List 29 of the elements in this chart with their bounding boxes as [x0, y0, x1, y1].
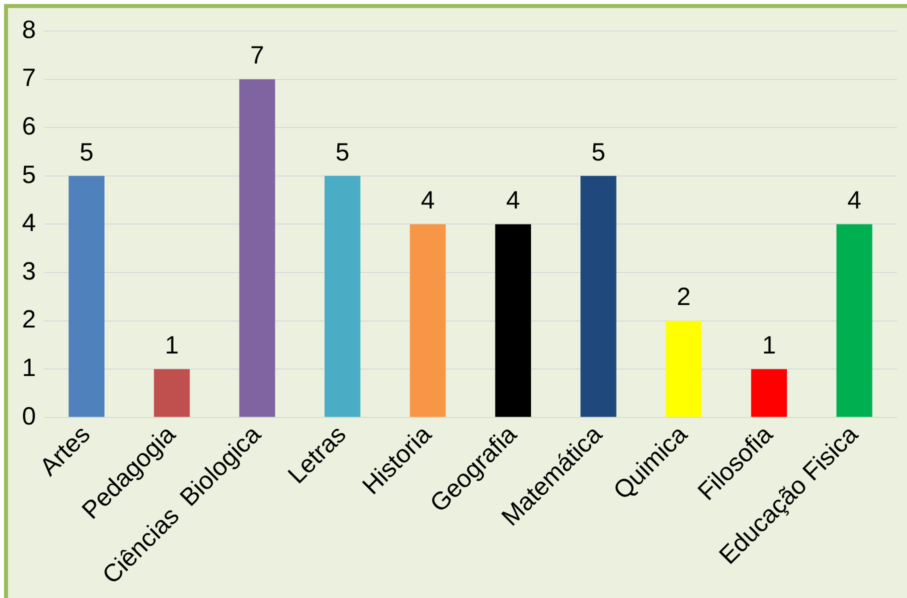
data-label: 1 [164, 332, 179, 360]
y-tick-label: 6 [22, 112, 36, 140]
bar [580, 176, 616, 417]
y-tick-label: 5 [22, 160, 36, 189]
data-label: 5 [80, 138, 94, 166]
bar [751, 369, 787, 417]
data-label: 5 [336, 138, 350, 166]
bar [836, 224, 872, 417]
y-tick-label: 1 [22, 354, 36, 382]
bar [410, 224, 446, 417]
data-label: 4 [847, 186, 862, 215]
bar [239, 79, 276, 417]
y-tick-label: 0 [22, 402, 36, 430]
data-label: 1 [762, 332, 776, 360]
data-label: 4 [420, 186, 435, 215]
y-tick-label: 3 [22, 257, 36, 286]
data-label: 4 [506, 186, 520, 215]
bar [495, 224, 532, 417]
y-tick-label: 4 [22, 209, 36, 238]
bar [68, 176, 104, 417]
y-tick-label: 8 [22, 16, 36, 44]
bar [666, 320, 702, 417]
data-label: 5 [591, 138, 606, 166]
data-label: 7 [250, 42, 264, 70]
bar [154, 369, 190, 417]
y-tick-label: 2 [22, 306, 36, 334]
y-tick-label: 7 [22, 64, 36, 92]
data-label: 2 [676, 283, 691, 312]
bar [324, 176, 360, 417]
